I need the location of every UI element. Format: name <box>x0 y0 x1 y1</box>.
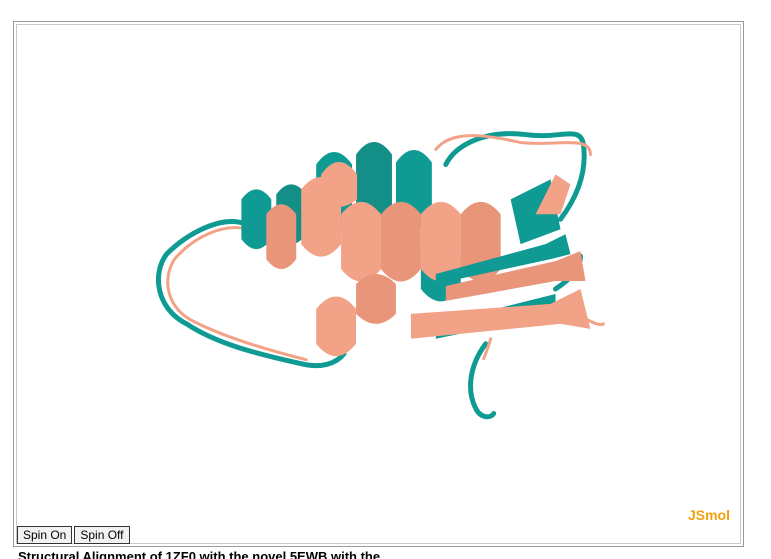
spin-on-button[interactable]: Spin On <box>17 526 73 544</box>
beta-sheets <box>410 174 591 339</box>
viewer-canvas[interactable]: JSmol <box>16 24 741 544</box>
teal-coil-top <box>443 131 587 222</box>
protein-structure-ribbon[interactable] <box>17 25 740 543</box>
salmon-helices <box>266 161 501 357</box>
teal-coil-bottom <box>468 341 497 420</box>
salmon-coil-left <box>166 226 308 362</box>
salmon-coil-top <box>434 134 592 156</box>
teal-coil-left <box>156 219 347 369</box>
jsmol-viewer[interactable]: JSmol <box>13 21 744 547</box>
jsmol-logo: JSmol <box>687 507 730 523</box>
figure-caption: Structural Alignment of 1ZF0 with the no… <box>18 549 391 559</box>
spin-controls: Spin On Spin Off <box>17 526 130 544</box>
spin-off-button[interactable]: Spin Off <box>74 526 130 544</box>
salmon-coil-bottom <box>482 337 493 361</box>
